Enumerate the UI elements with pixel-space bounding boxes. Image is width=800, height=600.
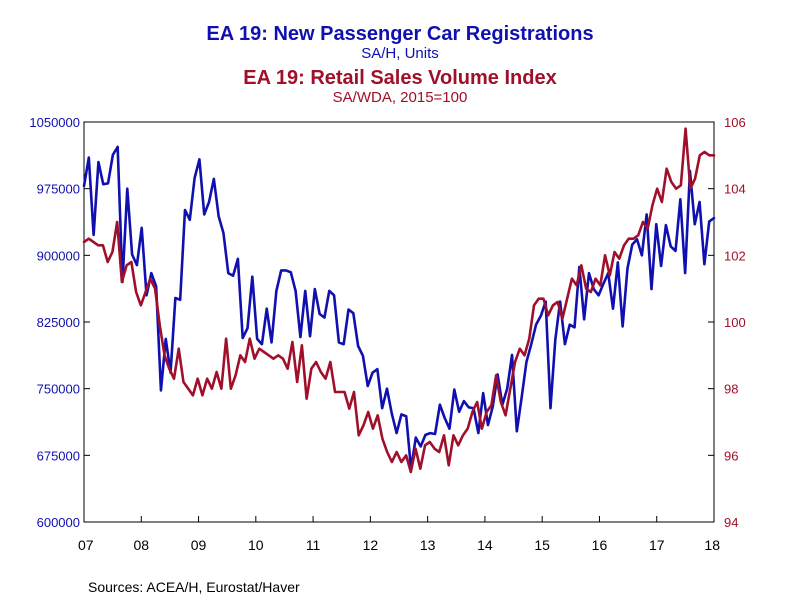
series-line-registrations [82,145,716,470]
series-layer [82,127,716,474]
x-tick-label: 07 [78,537,94,553]
x-tick-label: 08 [133,537,149,553]
y-left-tick-label: 750000 [37,382,80,397]
axis-x: 07 08 09 10 11 12 13 14 15 16 17 18 [78,516,720,553]
y-left-tick-label: 600000 [37,515,80,530]
y-right-tick-label: 106 [724,115,746,130]
y-left-tick-label: 825000 [37,315,80,330]
y-left-tick-label: 1050000 [29,115,80,130]
x-tick-label: 14 [477,537,493,553]
x-tick-label: 12 [363,537,379,553]
x-tick-label: 09 [191,537,207,553]
x-tick-label: 13 [420,537,436,553]
chart-subtitle-2: SA/WDA, 2015=100 [333,89,468,106]
y-left-tick-label: 900000 [37,248,80,263]
x-tick-label: 15 [534,537,550,553]
x-tick-label: 10 [248,537,264,553]
y-right-tick-label: 96 [724,448,738,463]
chart-title-2: EA 19: Retail Sales Volume Index [243,67,556,89]
y-right-tick-label: 94 [724,515,738,530]
y-right-tick-label: 98 [724,382,738,397]
axis-left: 600000 675000 750000 825000 900000 975000 1050… [29,115,90,530]
chart-title: EA 19: New Passenger Car Registrations [206,23,593,45]
chart-subtitle: SA/H, Units [361,45,439,62]
y-right-tick-label: 102 [724,248,746,263]
series-line-retail-sales [82,127,716,474]
y-right-tick-label: 100 [724,315,746,330]
x-tick-label: 18 [704,537,720,553]
y-left-tick-label: 675000 [37,448,80,463]
axis-right: 94 96 98 100 102 104 106 [708,115,746,530]
x-tick-label: 17 [649,537,665,553]
y-right-tick-label: 104 [724,182,746,197]
y-left-tick-label: 975000 [37,182,80,197]
source-note: Sources: ACEA/H, Eurostat/Haver [88,579,300,595]
x-tick-label: 16 [592,537,608,553]
x-tick-label: 11 [306,537,321,553]
plot-frame [83,121,715,523]
